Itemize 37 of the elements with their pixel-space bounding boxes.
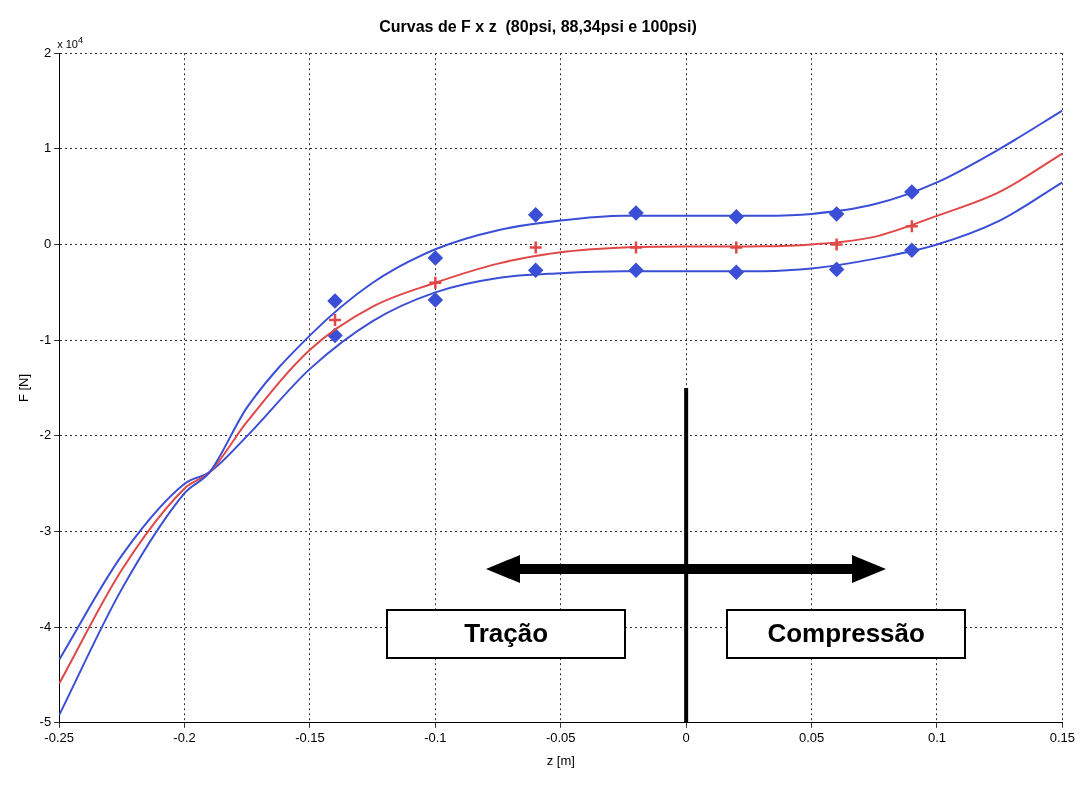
point <box>528 240 543 255</box>
point <box>904 219 920 234</box>
x-tick-label: -0.1 <box>424 730 447 746</box>
point <box>829 262 844 277</box>
x-axis-title: z [m] <box>546 752 575 768</box>
y-tick-label: -1 <box>39 331 52 347</box>
x-tick-label: -0.15 <box>295 730 325 746</box>
x-tick-label: 0 <box>682 730 690 746</box>
point <box>528 263 543 278</box>
point <box>428 292 443 308</box>
point <box>628 240 644 255</box>
x-tick-label: -0.25 <box>44 730 74 746</box>
x-tick-label: 0.1 <box>927 730 946 746</box>
text-frame: Tração <box>386 608 627 659</box>
text-frame: Compressão <box>726 608 967 659</box>
y-tick-label: -2 <box>39 427 52 443</box>
y-tick-label: -3 <box>39 523 52 539</box>
x-tick-label: -0.2 <box>173 730 196 746</box>
point <box>729 240 744 255</box>
point <box>528 207 543 223</box>
x-tick-label: 0.05 <box>798 730 825 746</box>
y-tick-label: 0 <box>43 236 52 252</box>
point <box>829 237 844 252</box>
x-tick-label: 0.15 <box>1049 730 1076 746</box>
y-tick-label: -4 <box>39 618 52 634</box>
chart-title: Curvas de F x z (80psi, 88,34psi e 100psi) <box>379 18 697 36</box>
y-axis-title: F [N] <box>16 373 32 403</box>
y-tick-label: 2 <box>43 44 52 60</box>
point <box>428 250 443 266</box>
point <box>829 206 844 222</box>
text: x 10$^{4}$ <box>57 35 84 50</box>
point <box>327 293 343 309</box>
point <box>428 275 443 291</box>
point <box>327 312 343 328</box>
y-tick-label: 1 <box>43 140 52 156</box>
x-tick-label: -0.05 <box>545 730 576 746</box>
y-tick-label: -5 <box>39 714 52 730</box>
